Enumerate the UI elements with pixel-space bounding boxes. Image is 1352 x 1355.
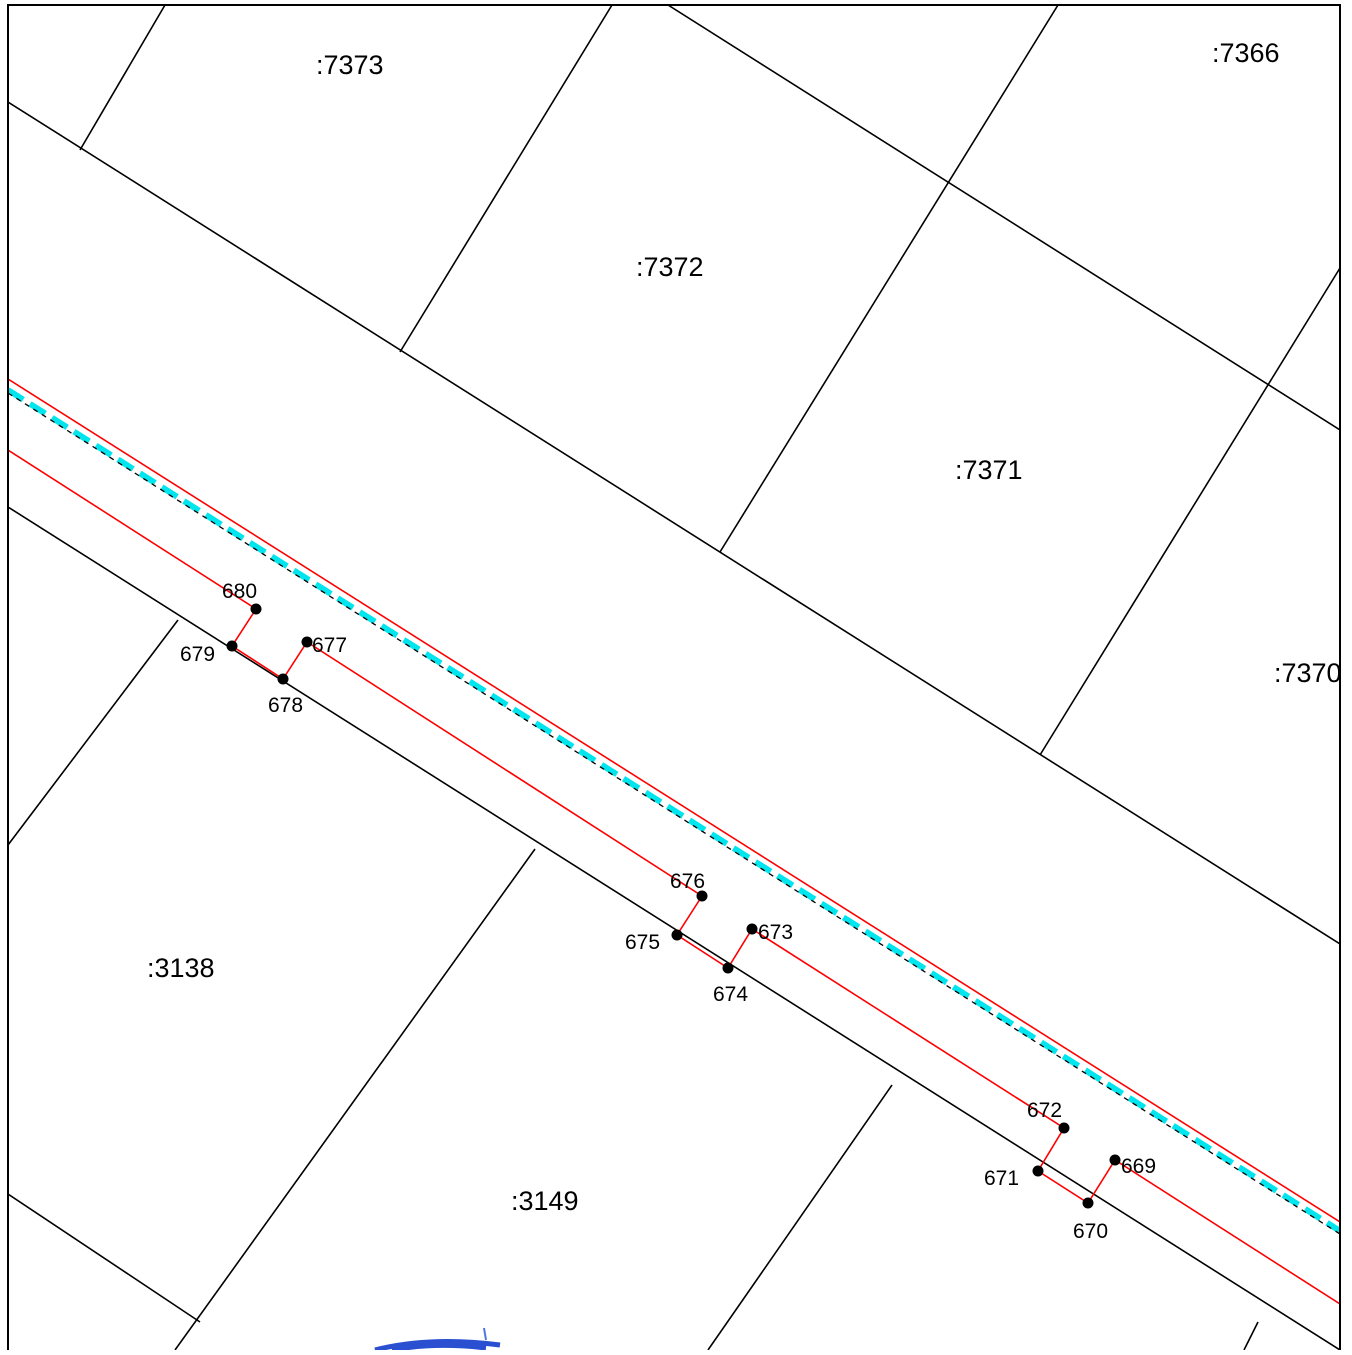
boundary-line [719, 5, 1059, 553]
parcel-label-3138: :3138 [147, 953, 215, 983]
boundary-line [399, 5, 613, 353]
filled-circle-icon[interactable] [746, 923, 758, 935]
parcel-boundaries [8, 5, 1340, 1350]
boundary-line [667, 5, 1340, 431]
boundary-line [1243, 1321, 1259, 1350]
point-label-676: 676 [670, 870, 705, 893]
stamp-fragment [374, 1338, 501, 1350]
point-label-675: 675 [625, 931, 660, 954]
parcel-label-7366: :7366 [1212, 38, 1280, 68]
point-labels: 680 679 678 677 676 675 674 673 672 671 … [180, 580, 1156, 1243]
boundary-line [8, 101, 1340, 945]
point-label-669: 669 [1121, 1155, 1156, 1178]
boundary-line [8, 506, 1340, 1350]
black-dashed-line [8, 392, 1340, 1235]
filled-circle-icon[interactable] [722, 962, 734, 974]
point-label-670: 670 [1073, 1220, 1108, 1243]
point-label-673: 673 [758, 921, 793, 944]
point-label-680: 680 [222, 580, 257, 603]
dashed-boundary [8, 387, 1340, 1235]
point-label-677: 677 [312, 634, 347, 657]
filled-circle-icon[interactable] [1032, 1165, 1044, 1177]
point-label-671: 671 [984, 1167, 1019, 1190]
point-label-672: 672 [1027, 1099, 1062, 1122]
parcel-label-7373: :7373 [316, 50, 384, 80]
red-upper-line [8, 378, 1340, 1223]
filled-circle-icon[interactable] [1109, 1154, 1121, 1166]
filled-circle-icon[interactable] [1082, 1197, 1094, 1209]
boundary-line [79, 5, 166, 151]
parcel-label-3149: :3149 [511, 1186, 579, 1216]
red-lower-line [8, 449, 1340, 1305]
stamp-mark [483, 1327, 487, 1341]
parcel-label-7371: :7371 [955, 455, 1023, 485]
cyan-dashed-line [8, 387, 1340, 1234]
point-label-679: 679 [180, 643, 215, 666]
boundary-line [8, 1193, 201, 1323]
filled-circle-icon[interactable] [696, 890, 708, 902]
parcel-label-7372: :7372 [636, 252, 704, 282]
boundary-line [8, 619, 179, 846]
boundary-line [707, 1084, 893, 1350]
parcel-label-7370: :7370 [1274, 658, 1342, 688]
filled-circle-icon[interactable] [250, 603, 262, 615]
red-zone-lines [8, 378, 1340, 1305]
point-label-678: 678 [268, 694, 303, 717]
parcel-labels: :7373 :7366 :7372 :7371 :7370 :3138 :314… [147, 38, 1342, 1216]
filled-circle-icon[interactable] [671, 929, 683, 941]
boundary-line [174, 848, 536, 1350]
filled-circle-icon[interactable] [1058, 1122, 1070, 1134]
point-label-674: 674 [713, 983, 748, 1006]
boundary-line [1039, 267, 1340, 756]
filled-circle-icon[interactable] [301, 636, 313, 648]
filled-circle-icon[interactable] [226, 640, 238, 652]
point-markers [226, 603, 1121, 1209]
filled-circle-icon[interactable] [277, 673, 289, 685]
map-border [7, 4, 1341, 1355]
